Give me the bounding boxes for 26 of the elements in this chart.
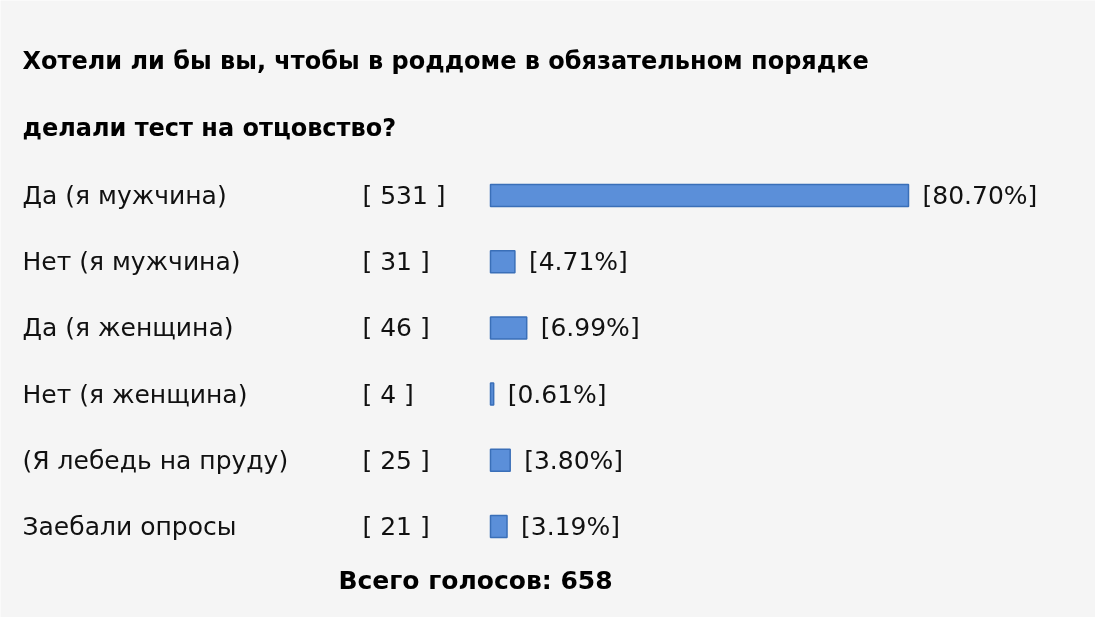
y-tick-label: Да (я женщина)	[22, 313, 234, 343]
y-tick-label: Да (я мужчина)	[22, 181, 227, 210]
data-label: [0.61%]	[507, 379, 607, 409]
bar	[489, 448, 511, 473]
data-label: [6.99%]	[540, 313, 640, 343]
text: [ 31 ]	[362, 247, 430, 277]
text: [ 21 ]	[362, 512, 430, 541]
data-label: [4.71%]	[528, 247, 628, 277]
data-label: [3.19%]	[521, 512, 620, 541]
y-tick-label: (Я лебедь на пруду)	[22, 445, 289, 475]
text: [ 25 ]	[362, 445, 430, 475]
text: Всего голосов: 658	[338, 566, 613, 595]
bar	[489, 316, 528, 340]
data-label: [80.70%]	[922, 181, 1038, 210]
bar	[489, 514, 508, 539]
bar	[489, 382, 495, 406]
y-tick-label: Нет (я женщина)	[22, 379, 248, 409]
bar	[489, 249, 516, 274]
text: [ 531 ]	[362, 181, 446, 210]
chart-title: Хотели ли бы вы, чтобы в роддоме в обязательном порядке делали тест на отцовство?	[22, 46, 869, 142]
text: [ 4 ]	[362, 379, 414, 409]
text: [ 46 ]	[362, 313, 430, 343]
bar	[489, 183, 910, 208]
y-tick-label: Нет (я мужчина)	[22, 247, 241, 277]
y-tick-label: Заебали опросы	[22, 512, 237, 541]
data-label: [3.80%]	[524, 445, 624, 475]
